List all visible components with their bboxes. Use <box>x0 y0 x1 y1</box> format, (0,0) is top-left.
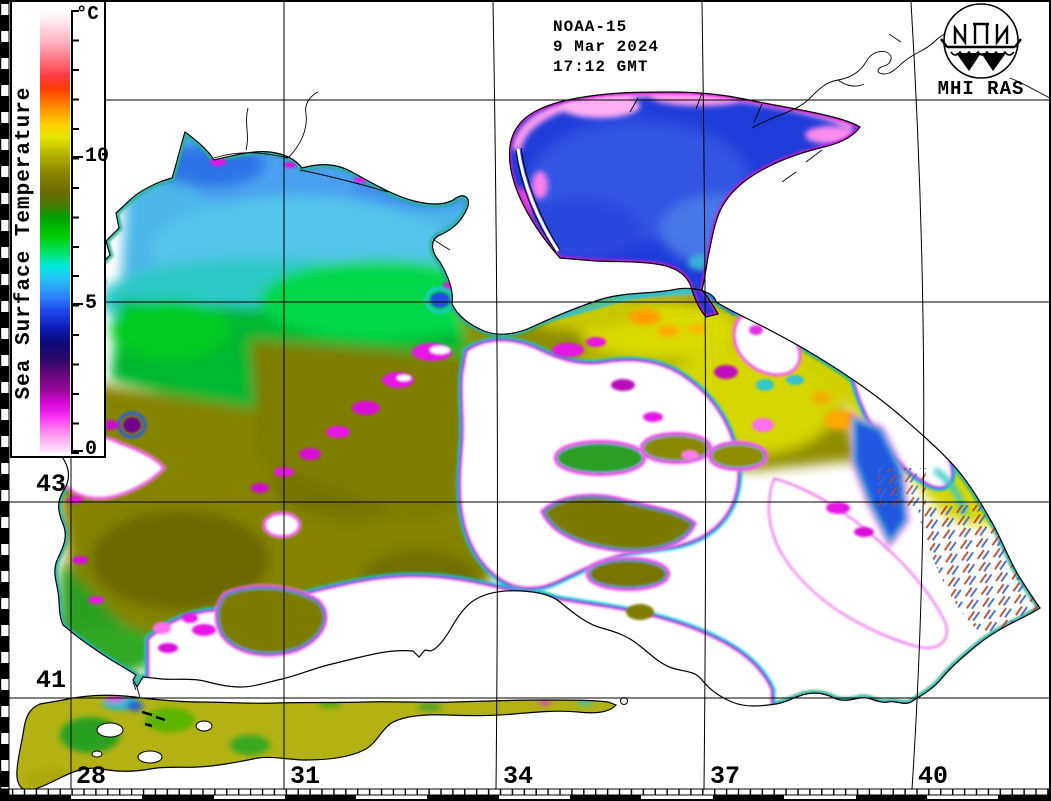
coastlines <box>16 9 1051 791</box>
satellite-name: NOAA-15 <box>553 18 628 36</box>
mhi-ras-logo-emblem <box>940 3 1022 79</box>
colorbar-unit-label: °C <box>76 3 99 25</box>
islands <box>91 697 628 764</box>
colorbar-panel: Sea Surface Temperature 10 5 0 °C <box>10 0 110 461</box>
lon-label-40: 40 <box>918 762 949 791</box>
colorbar-title: Sea Surface Temperature <box>13 86 36 400</box>
lon-label-31: 31 <box>290 762 321 791</box>
lon-label-28: 28 <box>76 762 107 791</box>
colorbar-tick-label: 5 <box>85 292 98 315</box>
lat-label-41: 41 <box>36 666 67 695</box>
colorbar-minor-ticks <box>73 10 79 454</box>
acquisition-date: 9 Mar 2024 <box>553 38 660 56</box>
colorbar-tick-label: 10 <box>85 145 110 168</box>
colorbar-axis <box>71 10 73 454</box>
colorbar-tick-label: 0 <box>85 438 98 461</box>
lon-label-37: 37 <box>710 762 741 791</box>
lon-label-34: 34 <box>503 762 534 791</box>
colorbar-tick-0 <box>73 450 83 452</box>
colorbar-tick-10 <box>73 156 83 158</box>
acquisition-time: 17:12 GMT <box>553 58 649 76</box>
colorbar-tick-5 <box>73 303 83 305</box>
acquisition-info: NOAA-15 9 Mar 2024 17:12 GMT <box>553 17 659 77</box>
mhi-ras-logo-label: MHI RAS <box>937 78 1025 100</box>
colorbar-gradient <box>40 10 70 452</box>
lat-label-43: 43 <box>36 470 67 499</box>
